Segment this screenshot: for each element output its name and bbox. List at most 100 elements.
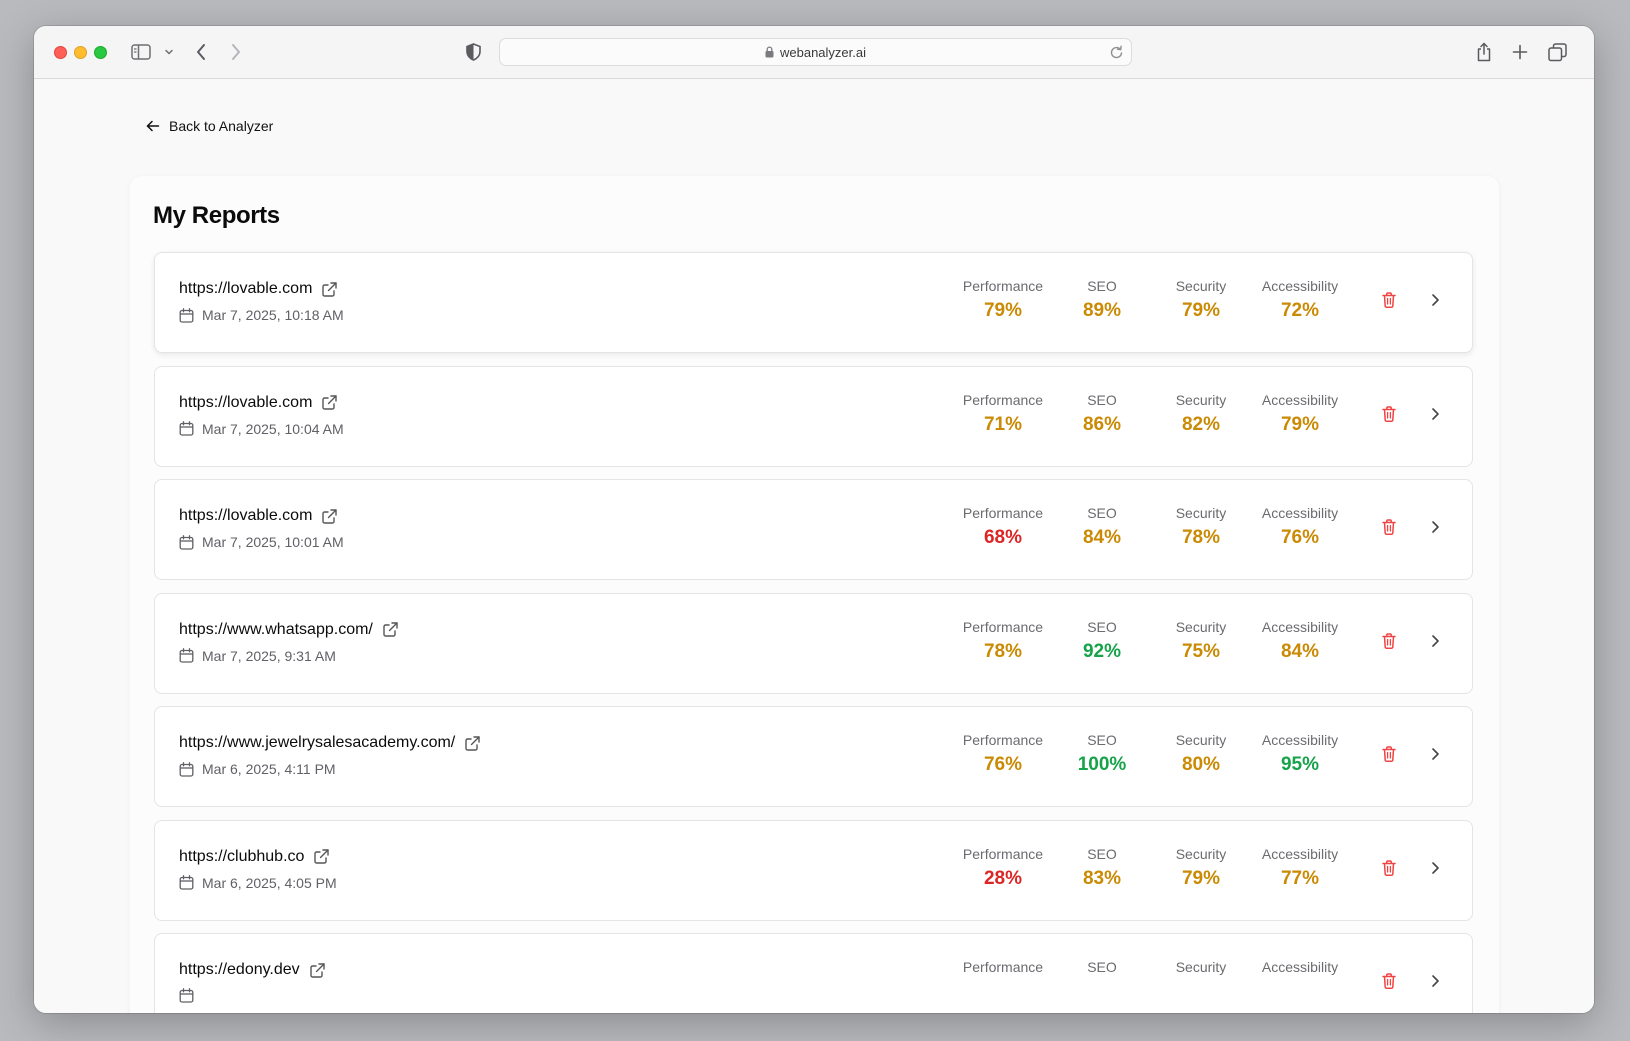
- accessibility-score: 79%: [1280, 413, 1320, 435]
- chevron-down-icon[interactable]: [162, 40, 176, 64]
- chevron-right-icon[interactable]: [1430, 293, 1440, 307]
- security-metric: Security 80%: [1146, 732, 1256, 776]
- external-link-icon[interactable]: [383, 622, 398, 637]
- performance-label: Performance: [962, 391, 1044, 408]
- security-score: 79%: [1181, 300, 1221, 321]
- security-label: Security: [1175, 959, 1227, 975]
- performance-score: 28%: [983, 867, 1023, 889]
- seo-label: SEO: [1087, 278, 1117, 294]
- performance-label: Performance: [962, 618, 1044, 635]
- accessibility-score: 77%: [1280, 867, 1320, 889]
- report-date-text: Mar 7, 2025, 9:31 AM: [202, 647, 336, 664]
- external-link-icon[interactable]: [322, 508, 338, 524]
- report-row[interactable]: https://www.whatsapp.com/ Mar 7, 2025, 9…: [154, 592, 1473, 694]
- delete-report-button[interactable]: [1382, 746, 1396, 762]
- trash-icon: [1382, 405, 1396, 422]
- trash-icon: [1382, 292, 1396, 308]
- new-tab-icon[interactable]: [1511, 40, 1529, 64]
- chevron-right-icon[interactable]: [1430, 407, 1440, 421]
- accessibility-metric: Accessibility 84%: [1245, 619, 1355, 663]
- security-score: 78%: [1181, 527, 1221, 548]
- external-link-icon[interactable]: [314, 849, 330, 864]
- performance-metric: Performance 76%: [948, 732, 1058, 776]
- performance-score: 68%: [983, 527, 1023, 548]
- report-date: Mar 7, 2025, 9:31 AM: [179, 648, 336, 664]
- security-label: Security: [1175, 278, 1227, 294]
- performance-metric: Performance: [948, 959, 1058, 981]
- report-date: Mar 7, 2025, 10:01 AM: [179, 534, 344, 550]
- report-row[interactable]: https://lovable.com Mar 7, 2025, 10:18 A…: [154, 252, 1473, 353]
- delete-report-button[interactable]: [1382, 292, 1396, 308]
- security-metric: Security 78%: [1146, 505, 1256, 549]
- security-metric: Security: [1146, 959, 1256, 981]
- minimize-window-button[interactable]: [74, 46, 87, 59]
- privacy-shield-icon[interactable]: [464, 40, 482, 64]
- seo-score: 83%: [1082, 867, 1122, 889]
- reload-icon[interactable]: [1110, 45, 1123, 59]
- tab-overview-icon[interactable]: [1547, 40, 1567, 64]
- accessibility-metric: Accessibility 77%: [1245, 846, 1355, 890]
- performance-score: 76%: [983, 754, 1023, 775]
- report-date: Mar 6, 2025, 4:05 PM: [179, 875, 337, 891]
- seo-label: SEO: [1087, 618, 1117, 635]
- accessibility-label: Accessibility: [1261, 391, 1339, 408]
- forward-arrow-icon[interactable]: [227, 40, 245, 64]
- chevron-right-icon[interactable]: [1430, 861, 1440, 875]
- trash-icon: [1382, 519, 1396, 535]
- seo-score: 92%: [1082, 640, 1122, 662]
- performance-score: 71%: [983, 413, 1023, 435]
- accessibility-metric: Accessibility 76%: [1245, 505, 1355, 549]
- external-link-icon[interactable]: [465, 735, 480, 751]
- accessibility-metric: Accessibility 79%: [1245, 392, 1355, 436]
- calendar-icon: [179, 875, 194, 890]
- delete-report-button[interactable]: [1382, 405, 1396, 422]
- delete-report-button[interactable]: [1382, 973, 1396, 989]
- delete-report-button[interactable]: [1382, 519, 1396, 535]
- sidebar-toggle-icon[interactable]: [130, 40, 152, 64]
- address-bar-url: webanalyzer.ai: [780, 44, 866, 60]
- performance-metric: Performance 68%: [948, 505, 1058, 549]
- share-icon[interactable]: [1475, 40, 1493, 64]
- performance-score: 78%: [983, 640, 1023, 662]
- chevron-right-icon[interactable]: [1430, 520, 1440, 534]
- external-link-icon[interactable]: [322, 281, 338, 297]
- calendar-icon: [179, 761, 194, 777]
- delete-report-button[interactable]: [1382, 859, 1396, 876]
- back-arrow-icon[interactable]: [192, 40, 210, 64]
- page-title: My Reports: [153, 202, 280, 229]
- external-link-icon[interactable]: [309, 962, 325, 978]
- seo-metric: SEO 92%: [1047, 619, 1157, 663]
- report-date-text: Mar 7, 2025, 10:04 AM: [202, 420, 344, 437]
- chevron-right-icon[interactable]: [1430, 747, 1440, 761]
- back-to-analyzer-link[interactable]: Back to Analyzer: [146, 118, 273, 134]
- chevron-right-icon[interactable]: [1430, 974, 1440, 988]
- accessibility-score: 76%: [1280, 527, 1320, 548]
- report-row[interactable]: https://www.jewelrysalesacademy.com/ Mar…: [154, 706, 1473, 807]
- accessibility-label: Accessibility: [1261, 732, 1339, 748]
- report-row[interactable]: https://lovable.com Mar 7, 2025, 10:04 A…: [154, 365, 1473, 467]
- delete-report-button[interactable]: [1382, 632, 1396, 649]
- seo-score: 86%: [1082, 413, 1122, 435]
- address-bar[interactable]: webanalyzer.ai: [499, 38, 1132, 66]
- chevron-right-icon[interactable]: [1430, 634, 1440, 648]
- trash-icon: [1382, 973, 1396, 989]
- seo-score: 100%: [1077, 754, 1127, 775]
- seo-metric: SEO 100%: [1047, 732, 1157, 776]
- security-score: 75%: [1181, 640, 1221, 662]
- report-row[interactable]: https://clubhub.co Mar 6, 2025, 4:05 PM …: [154, 819, 1473, 921]
- calendar-icon: [179, 534, 194, 550]
- seo-label: SEO: [1087, 845, 1117, 862]
- report-date: Mar 7, 2025, 10:18 AM: [179, 307, 344, 323]
- arrow-left-icon: [146, 120, 160, 132]
- report-row[interactable]: https://edony.dev Performance SEO Securi…: [154, 933, 1473, 1013]
- seo-score: 89%: [1082, 300, 1122, 321]
- calendar-icon: [179, 421, 194, 436]
- trash-icon: [1382, 632, 1396, 649]
- zoom-window-button[interactable]: [94, 46, 107, 59]
- lock-icon: [765, 46, 774, 58]
- report-row[interactable]: https://lovable.com Mar 7, 2025, 10:01 A…: [154, 479, 1473, 580]
- accessibility-label: Accessibility: [1261, 618, 1339, 635]
- close-window-button[interactable]: [54, 46, 67, 59]
- external-link-icon[interactable]: [322, 395, 338, 410]
- performance-label: Performance: [962, 732, 1044, 748]
